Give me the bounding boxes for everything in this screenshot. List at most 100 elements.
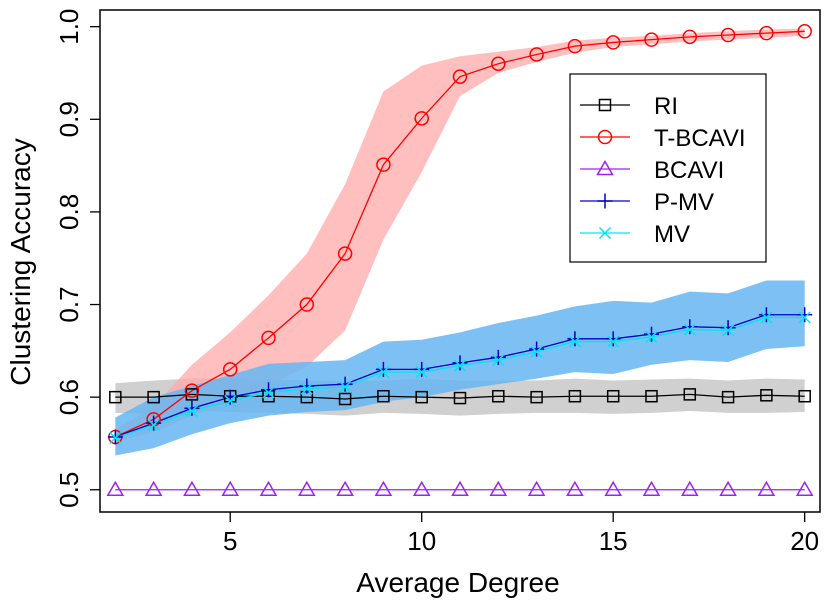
mv-point: [185, 405, 198, 418]
legend: RI T-BCAVI BCAVI P-MV MV: [569, 73, 767, 263]
y-tick-label: 0.8: [54, 194, 84, 230]
t-bcavi-point: [759, 25, 774, 41]
t-bcavi-point: [529, 47, 544, 62]
mv-point: [415, 366, 428, 379]
p-mv-point: [797, 307, 813, 323]
mv-point: [530, 345, 543, 358]
mv-point: [300, 382, 313, 395]
mv-point: [607, 335, 620, 348]
t-bcavi-point: [376, 157, 391, 172]
mv-point: [262, 386, 275, 399]
x-tick-label: 20: [790, 526, 819, 556]
legend-marker-ri: [598, 98, 612, 112]
t-bcavi-point: [644, 32, 659, 47]
mv-point: [492, 354, 505, 367]
bcavi-point: [451, 480, 469, 497]
ri-point: [530, 390, 543, 404]
t-bcavi-point: [337, 246, 353, 261]
legend-label: P-MV: [654, 189, 714, 216]
ri-point: [453, 391, 467, 405]
mv-point: [722, 324, 735, 337]
t-bcavi-point: [682, 29, 698, 45]
mv-point: [109, 431, 122, 444]
legend-marker-t-bcavi: [597, 129, 613, 145]
mv-point: [339, 380, 352, 393]
bcavi-point: [412, 480, 431, 497]
t-bcavi-point: [261, 330, 276, 346]
p-mv-point: [299, 378, 315, 394]
p-mv-point: [222, 389, 238, 405]
bcavi-point: [183, 480, 201, 497]
mv-point: [683, 323, 696, 336]
p-mv-point: [643, 326, 659, 342]
x-tick-label: 10: [407, 526, 436, 556]
bcavi-point: [719, 480, 737, 497]
p-mv-point: [414, 361, 430, 377]
bcavi-point: [221, 480, 240, 497]
ri-point: [492, 389, 505, 403]
p-mv-point: [184, 400, 200, 416]
mv-point: [798, 311, 811, 324]
mv-point: [645, 330, 658, 343]
p-mv-point: [605, 331, 621, 347]
t-bcavi-point: [414, 111, 429, 126]
bcavi-point: [298, 480, 316, 497]
y-tick-label: 0.9: [54, 101, 84, 137]
legend-entry-p-mv: P-MV: [580, 189, 714, 216]
bcavi-point: [680, 480, 699, 497]
legend-entry-bcavi: BCAVI: [580, 157, 724, 184]
t-bcavi-point: [452, 69, 468, 84]
p-mv-point: [529, 341, 545, 357]
legend-entry-ri: RI: [580, 93, 678, 120]
legend-label: T-BCAVI: [654, 125, 746, 152]
p-mv-point: [682, 319, 698, 335]
series-markers: [106, 24, 814, 497]
mv-point: [377, 366, 390, 379]
legend-marker-bcavi: [596, 159, 614, 176]
y-tick-label: 0.7: [54, 286, 84, 322]
t-bcavi-point: [222, 362, 238, 377]
legend-label: BCAVI: [654, 157, 724, 184]
ri-point: [147, 390, 160, 404]
x-axis: 5 10 15 20: [223, 512, 819, 556]
bcavi-point: [757, 480, 776, 497]
t-bcavi-confidence-band: [115, 28, 805, 442]
bcavi-point: [374, 480, 393, 497]
x-tick-label: 15: [599, 526, 628, 556]
bcavi-point: [259, 480, 278, 497]
p-mv-point: [567, 331, 583, 347]
bcavi-point: [795, 480, 814, 497]
p-mv-point: [720, 320, 736, 336]
mv-point: [224, 394, 237, 407]
ri-point: [683, 388, 697, 401]
legend-label: RI: [654, 93, 678, 120]
y-tick-label: 1.0: [54, 9, 84, 45]
bcavi-point: [604, 480, 622, 497]
p-mv-point: [261, 382, 277, 398]
bcavi-point: [566, 480, 584, 497]
x-tick-label: 5: [223, 526, 237, 556]
p-mv-point: [375, 361, 391, 377]
ri-point: [606, 389, 620, 403]
p-mv-point: [337, 376, 353, 392]
ri-point: [109, 390, 122, 404]
t-bcavi-point: [184, 383, 200, 398]
bcavi-point: [642, 480, 661, 497]
y-tick-label: 0.5: [54, 472, 84, 508]
bcavi-point: [144, 480, 163, 497]
p-mv-point: [490, 349, 506, 365]
bcavi-point: [106, 480, 125, 497]
bcavi-point: [336, 480, 354, 497]
t-bcavi-point: [491, 56, 506, 71]
ri-point: [721, 390, 735, 404]
t-bcavi-point: [720, 27, 736, 43]
legend-label: MV: [654, 221, 690, 248]
ri-point: [377, 389, 390, 403]
t-bcavi-point: [567, 38, 583, 54]
p-mv-point: [758, 307, 774, 323]
t-bcavi-point: [605, 35, 621, 50]
y-axis-label: Clustering Accuracy: [5, 138, 36, 385]
mv-point: [453, 359, 467, 372]
p-mv-point: [452, 355, 468, 371]
